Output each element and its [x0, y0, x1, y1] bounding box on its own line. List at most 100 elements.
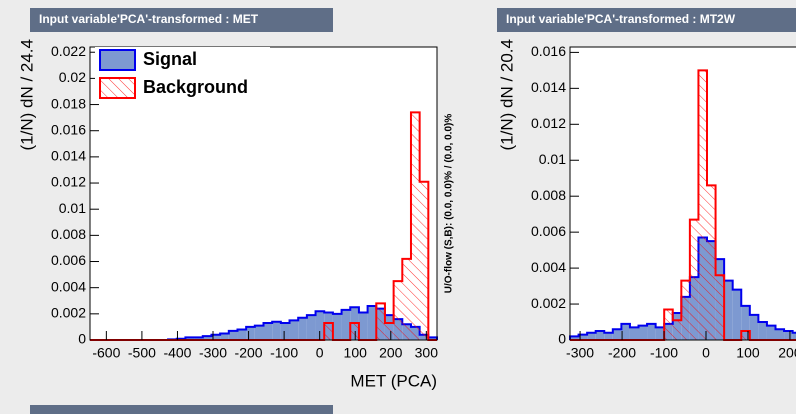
histogram-bin — [246, 326, 255, 340]
histogram-bin — [749, 314, 759, 340]
histogram-bin — [402, 258, 411, 340]
histogram-bin — [672, 320, 682, 340]
next-title-bar — [30, 405, 333, 414]
histogram-bin — [629, 327, 639, 340]
histogram-bin — [211, 334, 221, 340]
x-tick-label: -400 — [163, 345, 191, 361]
x-tick-label: -300 — [566, 345, 594, 361]
histogram-bin — [724, 280, 733, 340]
x-tick-label: 200 — [379, 345, 403, 361]
x-tick-label: -300 — [199, 345, 227, 361]
histogram-bin — [428, 337, 437, 340]
y-tick-label: 0.012 — [51, 174, 86, 190]
histogram-bin — [775, 329, 785, 340]
legend-swatch — [99, 77, 136, 99]
histogram-bin — [741, 331, 750, 340]
histogram-bin — [376, 303, 385, 340]
y-tick-label: 0.006 — [51, 252, 86, 268]
legend-label: Signal — [143, 49, 197, 69]
histogram-bin — [419, 181, 429, 340]
histogram-bin — [638, 325, 648, 340]
x-tick-label: 300 — [415, 345, 439, 361]
chart-title: Input variable'PCA'-transformed : MET — [39, 12, 259, 26]
legend-swatch — [99, 49, 136, 71]
y-tick-label: 0.006 — [531, 223, 566, 239]
histogram-bin — [358, 312, 368, 340]
y-tick-label: 0.018 — [51, 95, 86, 111]
histogram-bin — [315, 311, 325, 340]
histogram-bin — [263, 322, 273, 340]
histogram-bin — [715, 275, 725, 340]
histogram-bin — [228, 330, 238, 340]
y-tick-label: 0.012 — [531, 115, 566, 131]
x-tick-label: 200 — [778, 345, 796, 361]
histogram-bin — [254, 325, 264, 340]
histogram-bin — [732, 289, 742, 340]
overflow-note: U/O-flow (S,B): (0.0, 0.0)% / (0.0, 0.0)… — [444, 114, 455, 294]
histogram-bin — [621, 323, 630, 340]
histogram-bin — [612, 329, 622, 340]
y-tick-label: 0.01 — [59, 200, 86, 216]
histogram-bin — [664, 309, 673, 340]
histogram-bin — [332, 313, 342, 340]
histogram-bin — [350, 322, 359, 340]
y-tick-label: 0.004 — [51, 278, 86, 294]
chart-title: Input variable'PCA'-transformed : MT2W — [506, 12, 736, 26]
histogram-bin — [758, 322, 767, 340]
y-tick-label: 0.014 — [51, 148, 86, 164]
y-tick-label: 0.002 — [51, 305, 86, 321]
plot-border — [569, 46, 796, 341]
x-tick-label: -100 — [270, 345, 298, 361]
y-tick-label: 0.01 — [539, 151, 566, 167]
title-bar — [497, 8, 796, 32]
histogram-bin — [792, 332, 796, 340]
y-tick-label: 0.002 — [531, 295, 566, 311]
histogram-bin — [237, 329, 247, 340]
histogram-bin — [681, 280, 690, 340]
histogram-bin — [578, 334, 588, 340]
histogram-bin — [341, 309, 351, 340]
y-tick-label: 0 — [78, 331, 86, 347]
y-tick-label: 0 — [558, 331, 566, 347]
histogram-bin — [647, 323, 656, 340]
y-tick-label: 0.016 — [51, 121, 86, 137]
histogram-bin — [604, 332, 613, 340]
legend-label: Background — [143, 77, 248, 97]
histogram-bin — [766, 325, 776, 340]
histogram-bin — [595, 331, 605, 340]
y-tick-label: 0.022 — [51, 43, 86, 59]
histogram-bin — [185, 337, 195, 340]
histogram-bin — [393, 281, 403, 340]
histogram-bin — [784, 331, 793, 340]
histogram-outline — [90, 304, 438, 341]
x-tick-label: -200 — [235, 345, 263, 361]
histogram-bin — [289, 320, 299, 340]
histogram-bin — [587, 332, 596, 340]
histogram-bin — [570, 336, 579, 340]
histogram-bin — [410, 112, 420, 340]
histogram-bin — [194, 337, 203, 340]
x-tick-label: -200 — [608, 345, 636, 361]
histogram-bin — [324, 322, 333, 340]
y-tick-label: 0.008 — [51, 226, 86, 242]
x-tick-label: 0 — [702, 345, 710, 361]
x-axis-label: MET (PCA) — [350, 371, 437, 390]
x-tick-label: 0 — [316, 345, 324, 361]
x-tick-label: 100 — [344, 345, 368, 361]
y-tick-label: 0.014 — [531, 79, 566, 95]
y-axis-label: (1/N) dN / 24.4 — [17, 39, 36, 151]
histogram-bin — [280, 322, 290, 340]
histogram-bin — [741, 305, 750, 340]
y-tick-label: 0.004 — [531, 259, 566, 275]
histogram-bin — [698, 70, 707, 340]
y-axis-label: (1/N) dN / 20.4 — [497, 39, 516, 151]
histogram-bin — [367, 305, 377, 340]
histogram-bin — [272, 321, 281, 340]
title-bar — [30, 8, 333, 32]
histogram-bin — [384, 322, 394, 340]
x-tick-label: -600 — [92, 345, 120, 361]
histogram-bin — [202, 336, 212, 340]
histogram-bin — [220, 333, 229, 340]
